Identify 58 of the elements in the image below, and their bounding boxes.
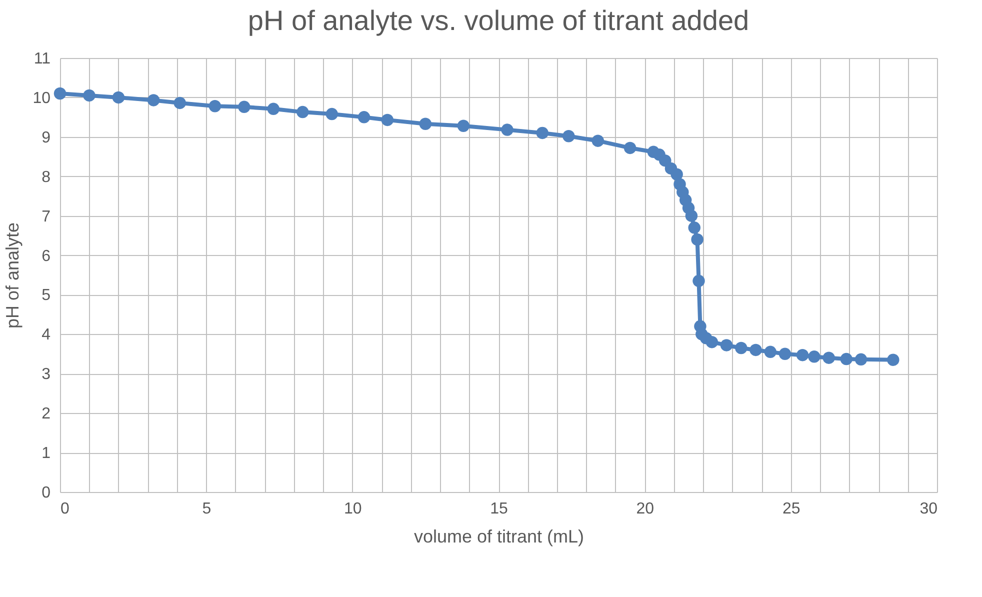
point [691,233,704,246]
point [592,134,604,147]
x-tick-label: 30 [920,500,938,518]
point [887,354,900,366]
point [764,346,776,358]
point [706,336,718,348]
point [147,94,160,106]
y-tick-label: 10 [32,90,51,107]
y-tick-label: 4 [42,326,51,344]
x-tick-label: 20 [636,500,654,518]
point [536,126,548,140]
point [381,114,394,126]
y-tick-label: 8 [42,168,51,186]
point [685,210,698,222]
y-tick-label: 3 [42,366,51,384]
point [83,89,96,102]
point [720,339,733,352]
point [750,344,762,356]
y-tick-label: 7 [42,208,51,226]
point [796,348,809,362]
point [562,130,575,142]
y-tick-label: 6 [42,248,51,265]
x-axis-title: volume of titrant (mL) [414,526,584,546]
chart-title: pH of analyte vs. volume of titrant added [248,5,750,36]
x-tick-label: 0 [60,500,70,518]
point [326,108,338,120]
y-tick-label: 5 [42,287,51,304]
x-tick-label: 10 [344,500,362,518]
x-tick-label: 5 [202,500,212,518]
point [419,118,432,130]
y-tick-label: 1 [42,445,51,462]
point [267,102,280,116]
y-tick-label: 2 [42,406,51,423]
y-tick-label: 0 [42,484,51,502]
point [238,100,250,114]
y-axis-title: pH of analyte [2,222,23,329]
point [501,124,514,136]
point [735,342,748,354]
point [692,274,705,288]
point [112,91,125,104]
point [358,111,370,124]
point [808,350,820,363]
point [778,348,792,360]
point [457,120,470,132]
point [688,222,700,234]
point [670,168,683,181]
point [296,106,309,118]
y-tick-label: 11 [34,50,51,68]
point [822,352,835,364]
point [840,352,852,366]
point [854,353,868,366]
x-tick-label: 15 [490,500,508,518]
y-tick-label: 9 [42,129,51,146]
point [208,100,222,112]
x-tick-label: 25 [782,500,800,518]
point [174,96,186,110]
point [624,142,636,154]
point [54,87,66,100]
